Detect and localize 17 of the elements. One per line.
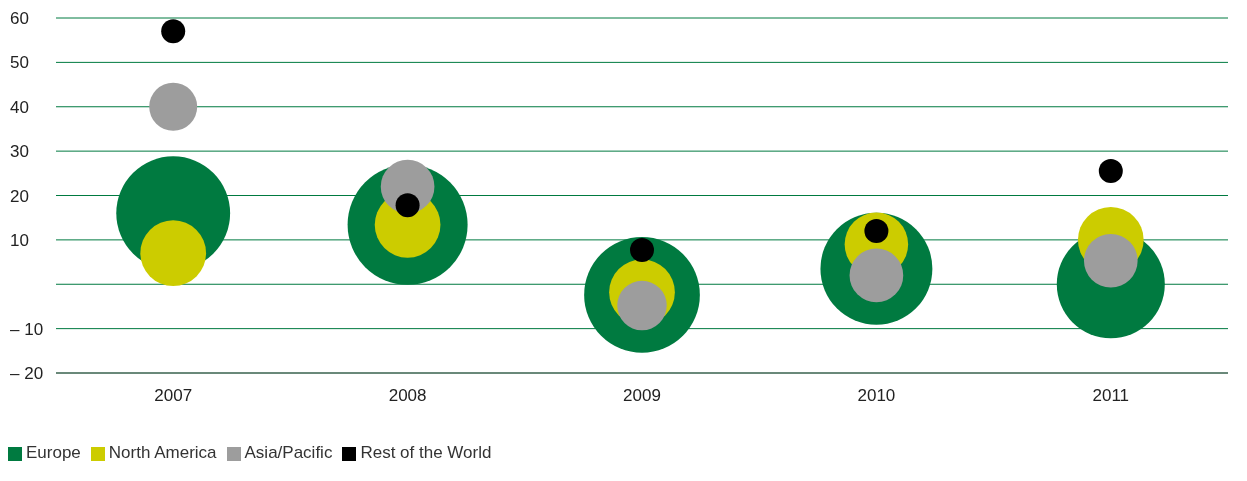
y-tick-label: 40 [10,97,29,117]
y-tick-label: – 10 [10,319,44,339]
legend-label: Europe [26,443,81,462]
x-tick-label: 2008 [388,386,427,406]
y-tick-label: 20 [10,186,29,206]
y-tick-label: 50 [10,53,29,73]
legend-label: Rest of the World [360,443,492,462]
x-tick-label: 2011 [1092,386,1130,406]
y-tick-label: 10 [10,230,29,250]
x-tick-label: 2009 [623,386,661,406]
legend-label: Asia/Pacific [244,443,333,462]
y-tick-label: 30 [10,142,29,162]
y-tick-label: – 20 [10,364,44,384]
legend-label: North America [108,443,217,462]
x-tick-label: 2007 [154,386,193,406]
y-tick-label: 60 [10,9,29,29]
x-tick-label: 2010 [857,386,896,406]
